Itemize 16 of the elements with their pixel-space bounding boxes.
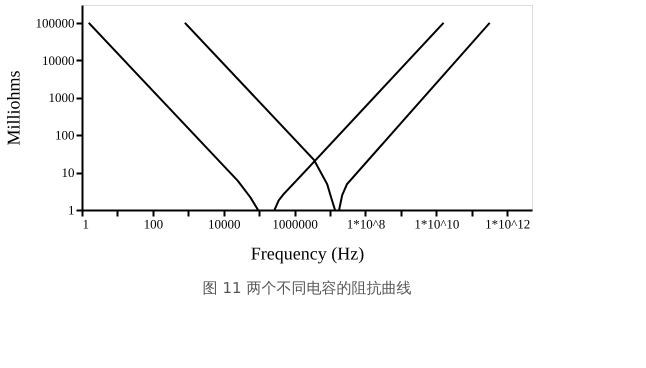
y-tick-label: 1 [68, 202, 74, 218]
y-tick-label: 10000 [42, 52, 74, 68]
x-tick-label: 10000 [208, 216, 240, 232]
y-tick-label: 10 [62, 165, 74, 180]
x-tick-label: 100 [144, 216, 164, 232]
y-tick-label: 1000 [48, 90, 74, 106]
y-tick-label: 100 [55, 128, 74, 143]
x-tick-label: 1*10^10 [414, 216, 460, 232]
x-tick-label: 1*10^12 [485, 216, 530, 232]
y-tick-label: 100000 [36, 15, 74, 30]
text: 图 11 两个不同电容的阻抗曲线 [202, 279, 412, 297]
x-tick-label: 1*10^8 [346, 216, 386, 232]
x-tick-label: 1000000 [272, 216, 318, 232]
x-axis-title: Frequency (Hz) [250, 244, 364, 264]
y-axis-title: Milliohms [4, 70, 24, 146]
x-tick-label: 1 [82, 216, 89, 232]
